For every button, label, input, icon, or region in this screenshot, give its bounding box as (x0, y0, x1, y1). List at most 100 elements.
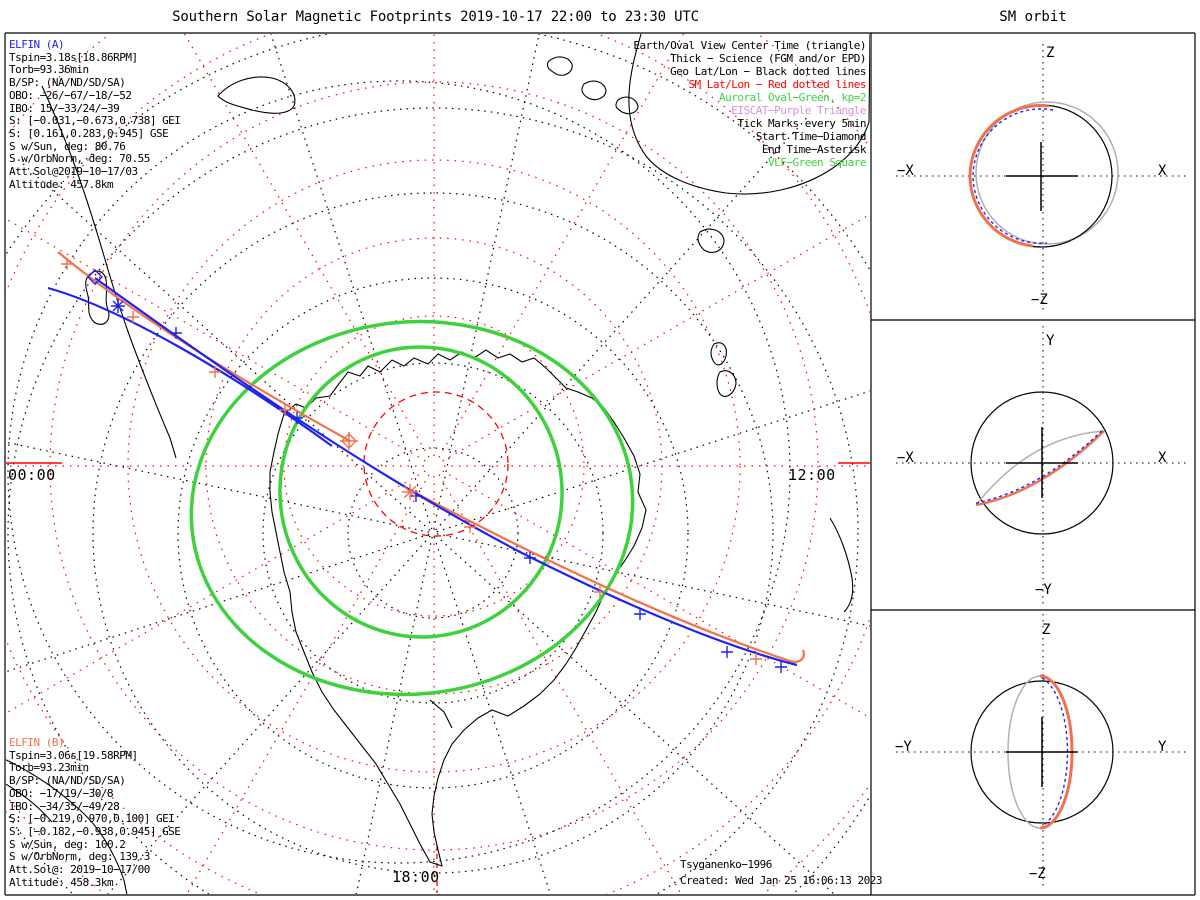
sm-orbit-panels (896, 44, 1188, 890)
asterisk-marker (1028, 452, 1040, 464)
geo-lat-circle (7, 107, 859, 894)
sm-lon-spoke (442, 213, 870, 462)
panel1-elfin-b-arc (968, 104, 1050, 248)
mlt-label-1200: 12:00 (788, 466, 836, 484)
legend-item: EISCAT−Purple Triangle (731, 104, 866, 117)
plus-marker (127, 311, 139, 323)
info-line: Altitude: 458.3km (9, 875, 114, 889)
info-line: Altitude: 457.8km (9, 177, 114, 191)
coast-nz-north (710, 342, 727, 366)
panel1-axis-bottom: −Z (1031, 292, 1048, 308)
geo-lon-spoke (435, 116, 809, 531)
info-line: IBO: −34/35/−49/28 (9, 799, 120, 813)
auroral-oval-outer (189, 319, 635, 697)
legend-item: Geo Lat/Lon − Black dotted lines (670, 65, 866, 78)
plus-marker (170, 327, 182, 339)
info-line: Tspin=3.06s[19.58RPM] (9, 748, 138, 762)
footprint-markers (61, 140, 1105, 673)
mlt-label-1800: 18:00 (392, 868, 440, 886)
model-label: Tsyganenko−1996 (680, 858, 772, 871)
elfin-b-info-block: ELFIN (B) Tspin=3.06s[19.58RPM] Torb=93.… (9, 736, 181, 889)
panel2-earth-circle (970, 391, 1114, 535)
plus-marker (634, 608, 646, 620)
panel1-center-cross (1006, 142, 1078, 211)
legend-item: SM Lat/Lon − Red dotted lines (688, 78, 866, 91)
info-line: B/SP: (NA/ND/SD/SA) (9, 76, 126, 90)
info-line: Torb=93.36min (9, 63, 89, 77)
coast-islands-3 (615, 96, 639, 115)
legend: Earth/Oval View Center Time (triangle) T… (466, 39, 866, 169)
panel3-center-cross (1006, 717, 1078, 787)
info-line: OBO: −17/19/−30/8 (9, 786, 114, 800)
sm-lon-spoke (442, 470, 870, 719)
legend-item: Earth/Oval View Center Time (triangle) (633, 39, 866, 52)
coast-islands-1 (546, 56, 573, 76)
coast-islands-2 (581, 80, 607, 101)
geo-lat-circle (177, 277, 689, 789)
sm-lon-spoke (438, 34, 685, 458)
panel3-axis-left: −Y (895, 739, 912, 755)
triangle-marker (1094, 140, 1105, 151)
legend-item: Tick Marks every 5min (737, 117, 866, 130)
info-line: IBO: 15/−33/24/−39 (9, 101, 120, 115)
auroral-oval (189, 319, 635, 697)
asterisk-marker (402, 484, 418, 500)
coast-tierra-del-fuego (85, 270, 110, 325)
sm-lon-spoke (183, 34, 430, 458)
panel2-elfin-b-arc (975, 430, 1105, 507)
sm-lat-lon-grid (6, 34, 870, 894)
geo-lon-spoke (435, 535, 835, 894)
diamond-marker (1019, 464, 1029, 474)
plus-marker (775, 661, 787, 673)
elfin-b-trace-segment2 (409, 489, 805, 663)
plus-marker (750, 653, 762, 665)
info-line: S: [−0.219,0.970,0.100] GEI (9, 812, 175, 826)
sm-lat-circle (283, 315, 585, 617)
plus-marker (61, 258, 73, 270)
plus-marker (524, 552, 536, 564)
plus-marker (594, 586, 606, 598)
panel2-orbit-gray (975, 430, 1105, 506)
panel2-axis-top: Y (1046, 333, 1055, 349)
footprint-map (6, 34, 1105, 894)
info-line: OBO: −26/−67/−18/−52 (9, 88, 132, 102)
sm-grid-highlights (6, 391, 870, 893)
info-line: S: [−0.031,−0.673,0.738] GEI (9, 114, 181, 128)
geo-lon-spoke (6, 533, 430, 673)
asterisk-marker (111, 299, 125, 313)
legend-item: Start Time−Diamond (755, 130, 867, 143)
coastlines (6, 34, 870, 894)
info-line: S w/Sun, deg: 100.2 (9, 837, 126, 851)
coast-south-america (41, 85, 177, 459)
panel2-elfin-a-arc (975, 428, 1105, 504)
coast-nz-south (716, 370, 737, 397)
panel1-axis-top: Z (1046, 45, 1055, 61)
info-line: S w/Sun, deg: 80.76 (9, 139, 126, 153)
plus-marker (209, 366, 221, 378)
info-line: Att.Sol@: 2019−10−17/00 (9, 863, 150, 877)
sm-lon-spoke (186, 474, 430, 894)
map-boundary-circle (7, 80, 791, 864)
panel3-axis-right: Y (1158, 739, 1167, 755)
sm-lat-circle (205, 237, 663, 695)
sm-lon-spoke (6, 470, 426, 714)
panel2-axis-left: −X (897, 450, 914, 466)
orbit-panel-xy (896, 326, 1188, 606)
panel3-earth-circle (970, 680, 1114, 824)
info-line: S: [−0.182,−0.938,0.945] GSE (9, 824, 181, 838)
legend-item: End Time−Asterisk (761, 143, 867, 156)
geo-lat-circle (347, 447, 519, 619)
sm-orbit-title: SM orbit (999, 9, 1067, 25)
coast-tasmania (697, 228, 725, 253)
panel2-axis-right: X (1158, 450, 1167, 466)
footprint-traces (47, 251, 805, 667)
coast-africa-tip (217, 76, 296, 114)
coast-bottom-left (6, 759, 128, 894)
elfin-a-trace-end-segment (47, 286, 333, 447)
coast-bottom-left-inner (6, 783, 53, 823)
panel2-center-cross (1006, 427, 1078, 498)
panel1-axis-right: X (1158, 163, 1167, 179)
panel3-axis-top: Z (1042, 622, 1051, 638)
panel1-elfin-a-arc (972, 108, 1054, 244)
